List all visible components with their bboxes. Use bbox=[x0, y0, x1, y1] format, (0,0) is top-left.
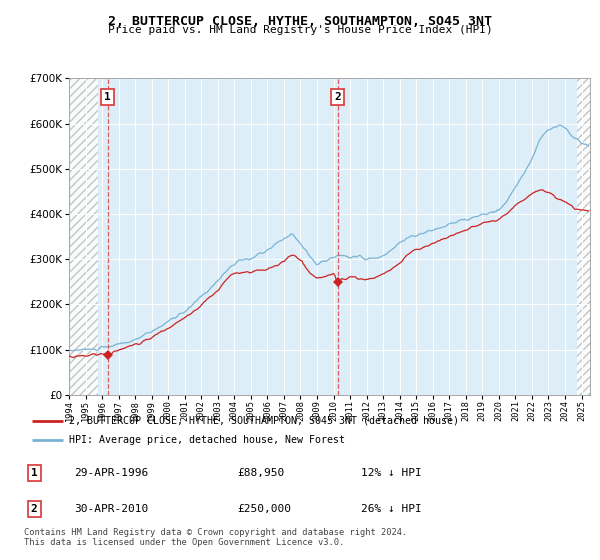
Text: 12% ↓ HPI: 12% ↓ HPI bbox=[361, 468, 421, 478]
Text: 30-APR-2010: 30-APR-2010 bbox=[74, 504, 149, 514]
Text: Price paid vs. HM Land Registry's House Price Index (HPI): Price paid vs. HM Land Registry's House … bbox=[107, 25, 493, 35]
Bar bbox=[577, 78, 590, 395]
Text: 1: 1 bbox=[104, 92, 111, 102]
Text: £250,000: £250,000 bbox=[237, 504, 291, 514]
Text: 1: 1 bbox=[31, 468, 37, 478]
Text: HPI: Average price, detached house, New Forest: HPI: Average price, detached house, New … bbox=[69, 435, 345, 445]
Text: 2, BUTTERCUP CLOSE, HYTHE, SOUTHAMPTON, SO45 3NT (detached house): 2, BUTTERCUP CLOSE, HYTHE, SOUTHAMPTON, … bbox=[69, 416, 459, 426]
Text: 2: 2 bbox=[31, 504, 37, 514]
Text: 2, BUTTERCUP CLOSE, HYTHE, SOUTHAMPTON, SO45 3NT: 2, BUTTERCUP CLOSE, HYTHE, SOUTHAMPTON, … bbox=[108, 15, 492, 28]
Bar bbox=[69, 78, 98, 395]
Text: 29-APR-1996: 29-APR-1996 bbox=[74, 468, 149, 478]
Text: 26% ↓ HPI: 26% ↓ HPI bbox=[361, 504, 421, 514]
Text: 2: 2 bbox=[334, 92, 341, 102]
Text: Contains HM Land Registry data © Crown copyright and database right 2024.
This d: Contains HM Land Registry data © Crown c… bbox=[24, 528, 407, 547]
Text: £88,950: £88,950 bbox=[237, 468, 284, 478]
